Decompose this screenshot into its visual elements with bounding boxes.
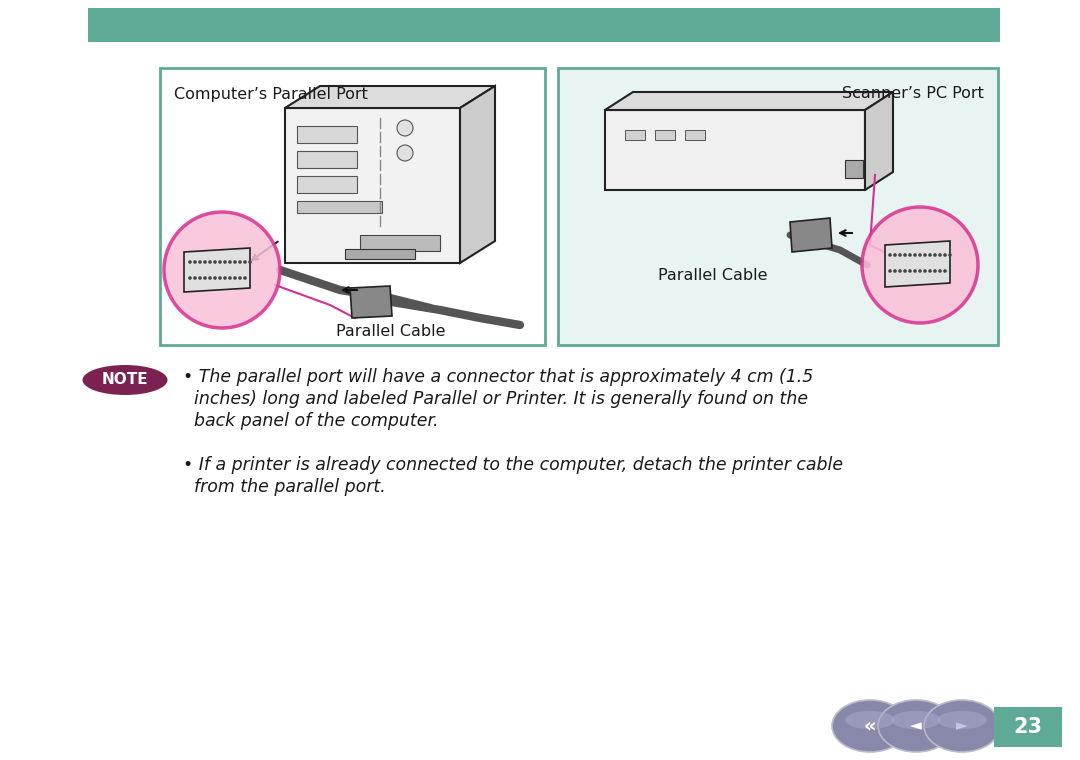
Text: inches) long and labeled Parallel or Printer. It is generally found on the: inches) long and labeled Parallel or Pri…: [183, 390, 808, 408]
Circle shape: [213, 276, 217, 280]
Circle shape: [193, 260, 197, 264]
Circle shape: [933, 253, 936, 257]
Circle shape: [224, 276, 227, 280]
Polygon shape: [885, 241, 950, 287]
Polygon shape: [460, 86, 495, 263]
Bar: [285, 108, 460, 263]
Text: • If a printer is already connected to the computer, detach the printer cable: • If a printer is already connected to t…: [183, 456, 843, 474]
Bar: [297, 126, 357, 143]
Bar: [297, 201, 382, 213]
Bar: [360, 235, 440, 251]
Circle shape: [939, 269, 942, 273]
Circle shape: [199, 276, 202, 280]
Text: ►: ►: [956, 718, 968, 733]
Circle shape: [903, 269, 907, 273]
Bar: [654, 130, 675, 140]
Ellipse shape: [832, 700, 908, 752]
Text: from the parallel port.: from the parallel port.: [183, 478, 386, 496]
Circle shape: [233, 260, 237, 264]
Circle shape: [899, 269, 902, 273]
Circle shape: [188, 260, 192, 264]
Circle shape: [899, 253, 902, 257]
Text: ◄: ◄: [910, 718, 922, 733]
Bar: [87, 8, 1000, 42]
Circle shape: [248, 260, 252, 264]
Circle shape: [914, 253, 917, 257]
Bar: [297, 176, 357, 193]
Text: Computer’s Parallel Port: Computer’s Parallel Port: [174, 87, 368, 102]
Text: Parallel Cable: Parallel Cable: [336, 324, 446, 338]
Circle shape: [218, 260, 221, 264]
Circle shape: [239, 260, 242, 264]
Bar: [685, 130, 705, 140]
Circle shape: [228, 276, 232, 280]
Text: Scanner’s PC Port: Scanner’s PC Port: [842, 87, 984, 102]
Circle shape: [933, 269, 936, 273]
Bar: [625, 130, 645, 140]
Circle shape: [243, 260, 247, 264]
Bar: [558, 68, 998, 345]
Circle shape: [228, 260, 232, 264]
Circle shape: [914, 269, 917, 273]
Text: 23: 23: [1013, 717, 1042, 737]
Circle shape: [188, 276, 192, 280]
Polygon shape: [605, 92, 893, 110]
Circle shape: [203, 276, 206, 280]
Circle shape: [213, 260, 217, 264]
Circle shape: [888, 269, 892, 273]
Bar: [345, 249, 415, 259]
Circle shape: [918, 253, 922, 257]
Ellipse shape: [82, 365, 167, 395]
Polygon shape: [285, 86, 495, 108]
Circle shape: [939, 253, 942, 257]
Circle shape: [903, 253, 907, 257]
Bar: [297, 151, 357, 168]
Circle shape: [199, 260, 202, 264]
Ellipse shape: [924, 700, 1000, 752]
Circle shape: [208, 276, 212, 280]
Ellipse shape: [937, 711, 987, 729]
Circle shape: [908, 253, 912, 257]
Text: Parallel Cable: Parallel Cable: [658, 268, 768, 283]
Bar: [160, 68, 545, 345]
Circle shape: [923, 253, 927, 257]
Text: • The parallel port will have a connector that is approximately 4 cm (1.5: • The parallel port will have a connecto…: [183, 368, 813, 386]
Circle shape: [908, 269, 912, 273]
Circle shape: [218, 276, 221, 280]
Circle shape: [203, 260, 206, 264]
Ellipse shape: [846, 711, 894, 729]
Circle shape: [928, 269, 932, 273]
Bar: [845, 160, 863, 178]
Circle shape: [397, 120, 413, 136]
Circle shape: [164, 212, 280, 328]
Circle shape: [233, 276, 237, 280]
Polygon shape: [184, 248, 249, 292]
Circle shape: [948, 253, 951, 257]
Circle shape: [397, 145, 413, 161]
Polygon shape: [865, 92, 893, 190]
Circle shape: [893, 253, 896, 257]
Circle shape: [243, 276, 247, 280]
Circle shape: [943, 269, 947, 273]
Circle shape: [888, 253, 892, 257]
Circle shape: [943, 253, 947, 257]
Bar: [994, 707, 1062, 747]
Circle shape: [928, 253, 932, 257]
Circle shape: [193, 276, 197, 280]
Ellipse shape: [878, 700, 954, 752]
Ellipse shape: [891, 711, 941, 729]
Circle shape: [224, 260, 227, 264]
Circle shape: [918, 269, 922, 273]
Circle shape: [893, 269, 896, 273]
Circle shape: [239, 276, 242, 280]
Text: back panel of the computer.: back panel of the computer.: [183, 412, 438, 430]
Circle shape: [862, 207, 978, 323]
Polygon shape: [350, 286, 392, 318]
Bar: [605, 110, 865, 190]
Text: NOTE: NOTE: [102, 372, 148, 388]
Circle shape: [923, 269, 927, 273]
Circle shape: [208, 260, 212, 264]
Polygon shape: [789, 218, 832, 252]
Text: «: «: [864, 717, 876, 736]
